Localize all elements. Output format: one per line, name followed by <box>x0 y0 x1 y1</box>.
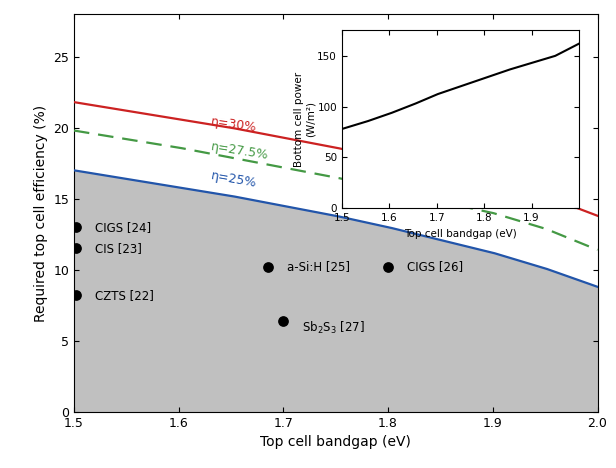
Text: a-Si:H [25]: a-Si:H [25] <box>286 260 349 273</box>
Point <box>383 263 393 271</box>
Point <box>71 223 81 231</box>
Text: CIS [23]: CIS [23] <box>95 242 142 255</box>
Y-axis label: Bottom cell power
(W/m²): Bottom cell power (W/m²) <box>294 72 316 167</box>
Point <box>71 245 81 252</box>
Text: η=30%: η=30% <box>210 116 257 135</box>
Point <box>278 317 288 325</box>
Point <box>71 292 81 299</box>
Point <box>263 263 273 271</box>
Text: η=27.5%: η=27.5% <box>210 140 270 162</box>
Text: Sb$_2$S$_3$ [27]: Sb$_2$S$_3$ [27] <box>302 320 365 336</box>
Text: CIGS [26]: CIGS [26] <box>407 260 463 273</box>
X-axis label: Top cell bandgap (eV): Top cell bandgap (eV) <box>404 229 517 239</box>
Text: η=25%: η=25% <box>210 169 258 190</box>
Text: CIGS [24]: CIGS [24] <box>95 220 151 234</box>
X-axis label: Top cell bandgap (eV): Top cell bandgap (eV) <box>261 435 411 449</box>
Text: CZTS [22]: CZTS [22] <box>95 289 154 302</box>
Y-axis label: Required top cell efficiency (%): Required top cell efficiency (%) <box>34 104 47 322</box>
